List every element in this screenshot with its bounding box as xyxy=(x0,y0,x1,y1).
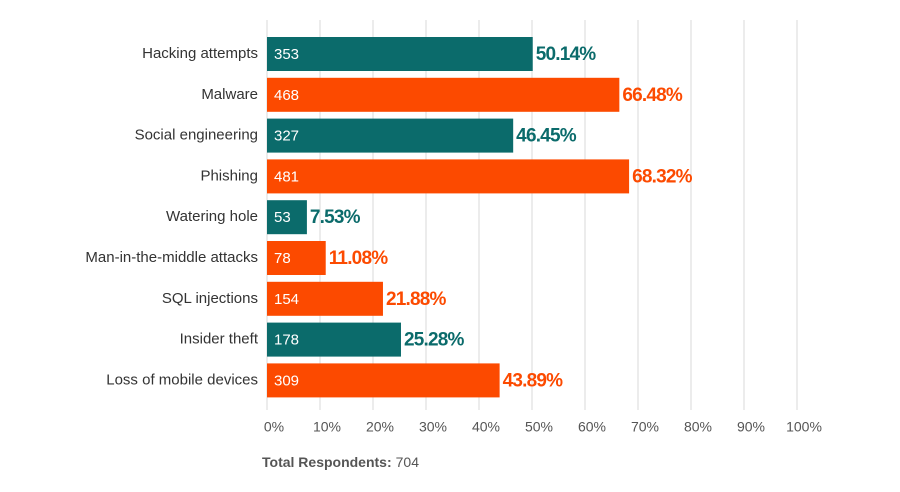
bar xyxy=(267,118,514,153)
count-label: 78 xyxy=(274,250,291,267)
x-tick-label: 100% xyxy=(786,419,822,435)
total: Total Respondents: 704 xyxy=(262,454,419,470)
x-tick-label: 20% xyxy=(366,419,394,435)
bar xyxy=(267,281,383,316)
bar xyxy=(267,322,401,357)
bar xyxy=(267,363,500,398)
count-label: 154 xyxy=(274,291,299,308)
x-tick-label: 0% xyxy=(264,419,284,435)
count-label: 327 xyxy=(274,128,299,145)
y-tick-label: Social engineering xyxy=(135,127,258,144)
count-label: 353 xyxy=(274,46,299,63)
count-label: 53 xyxy=(274,209,291,226)
x-tick-label: 60% xyxy=(578,419,606,435)
value-label: 21.88% xyxy=(386,289,447,310)
y-tick-label: Malware xyxy=(201,86,258,103)
value-label: 25.28% xyxy=(404,330,465,351)
value-label: 11.08% xyxy=(329,248,388,269)
bar xyxy=(267,200,307,235)
total-value: 704 xyxy=(396,454,420,470)
value-label: 50.14% xyxy=(536,44,597,65)
x-tick-label: 40% xyxy=(472,419,500,435)
count-label: 468 xyxy=(274,87,299,104)
y-tick-label: Hacking attempts xyxy=(142,45,258,62)
value-label: 7.53% xyxy=(310,207,361,228)
x-tick-label: 70% xyxy=(631,419,659,435)
x-tick-label: 50% xyxy=(525,419,553,435)
value-label: 66.48% xyxy=(622,85,683,106)
total-label: Total Respondents: xyxy=(262,454,392,470)
count-label: 309 xyxy=(274,372,299,389)
x-tick-label: 10% xyxy=(313,419,341,435)
bar xyxy=(267,37,533,71)
y-tick-label: Watering hole xyxy=(166,208,258,225)
bar xyxy=(267,241,326,275)
y-tick-label: Man-in-the-middle attacks xyxy=(85,249,258,266)
y-tick-label: Loss of mobile devices xyxy=(106,371,258,388)
count-label: 481 xyxy=(274,168,299,185)
y-tick-label: Insider theft xyxy=(180,331,259,348)
value-label: 68.32% xyxy=(632,166,693,187)
value-label: 46.45% xyxy=(516,126,577,147)
count-label: 178 xyxy=(274,332,299,349)
value-label: 43.89% xyxy=(503,370,564,391)
x-tick-label: 80% xyxy=(684,419,712,435)
y-tick-label: Phishing xyxy=(200,167,258,184)
bar xyxy=(267,159,630,194)
y-tick-label: SQL injections xyxy=(162,290,258,307)
bar xyxy=(267,77,620,112)
x-tick-label: 90% xyxy=(737,419,765,435)
x-tick-label: 30% xyxy=(419,419,447,435)
